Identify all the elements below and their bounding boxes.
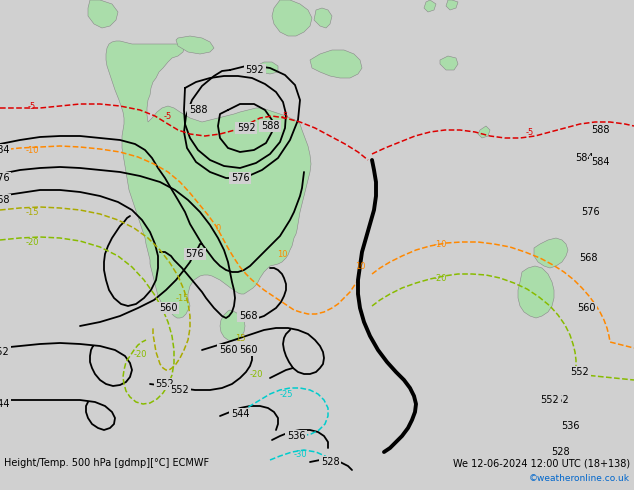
Text: 584: 584 [591,157,609,167]
Text: 576: 576 [581,207,599,217]
Text: 568: 568 [239,311,257,321]
Text: 560: 560 [219,345,237,355]
Text: -25: -25 [279,390,293,398]
Text: 588: 588 [591,125,609,135]
Text: 15: 15 [235,334,245,343]
Polygon shape [314,8,332,28]
Polygon shape [424,0,436,12]
Polygon shape [106,41,311,318]
Text: 576: 576 [231,173,249,183]
Text: 10: 10 [277,249,287,259]
Text: 588: 588 [261,121,279,131]
Text: 552: 552 [541,395,559,405]
Text: -10: -10 [25,146,39,154]
Text: 528: 528 [321,457,339,467]
Text: -15: -15 [25,207,39,217]
Text: 10: 10 [355,262,365,270]
Text: 544: 544 [0,399,10,409]
Text: 536: 536 [560,421,579,431]
Text: -5: -5 [164,112,172,121]
Polygon shape [256,62,278,74]
Text: 560: 560 [577,303,595,313]
Text: 592: 592 [236,123,256,133]
Polygon shape [272,0,312,36]
Polygon shape [310,50,362,78]
Text: 528: 528 [551,447,569,457]
Text: 536: 536 [287,431,305,441]
Text: 592: 592 [246,65,264,75]
Text: 560: 560 [158,303,178,313]
Text: -30: -30 [293,449,307,459]
Text: 568: 568 [579,253,597,263]
Polygon shape [176,36,214,54]
Text: 560: 560 [239,345,257,355]
Text: 552: 552 [155,379,174,389]
Text: -20: -20 [25,238,39,246]
Polygon shape [88,0,118,28]
Text: -10: -10 [433,240,447,248]
Text: 588: 588 [189,105,207,115]
Text: 552: 552 [171,385,190,395]
Text: -5: -5 [526,127,534,137]
Text: ©weatheronline.co.uk: ©weatheronline.co.uk [529,473,630,483]
Polygon shape [446,0,458,10]
Text: 576: 576 [186,249,204,259]
Text: 584: 584 [575,153,593,163]
Text: 576: 576 [0,173,10,183]
Polygon shape [534,238,568,268]
Text: -20: -20 [133,349,146,359]
Text: -20: -20 [249,369,262,378]
Text: 552: 552 [571,367,590,377]
Text: -5: -5 [281,112,289,121]
Text: We 12-06-2024 12:00 UTC (18+138): We 12-06-2024 12:00 UTC (18+138) [453,458,630,468]
Text: 552: 552 [550,395,569,405]
Text: 544: 544 [231,409,249,419]
Polygon shape [220,310,245,341]
Polygon shape [478,126,490,138]
Text: 552: 552 [0,347,10,357]
Text: 0: 0 [216,223,221,232]
Text: Height/Temp. 500 hPa [gdmp][°C] ECMWF: Height/Temp. 500 hPa [gdmp][°C] ECMWF [4,458,209,468]
Text: 584: 584 [0,145,10,155]
Text: -20: -20 [433,273,447,283]
Text: -5: -5 [28,101,36,111]
Text: -15: -15 [175,294,189,302]
Polygon shape [518,266,554,318]
Polygon shape [440,56,458,70]
Text: 568: 568 [0,195,10,205]
